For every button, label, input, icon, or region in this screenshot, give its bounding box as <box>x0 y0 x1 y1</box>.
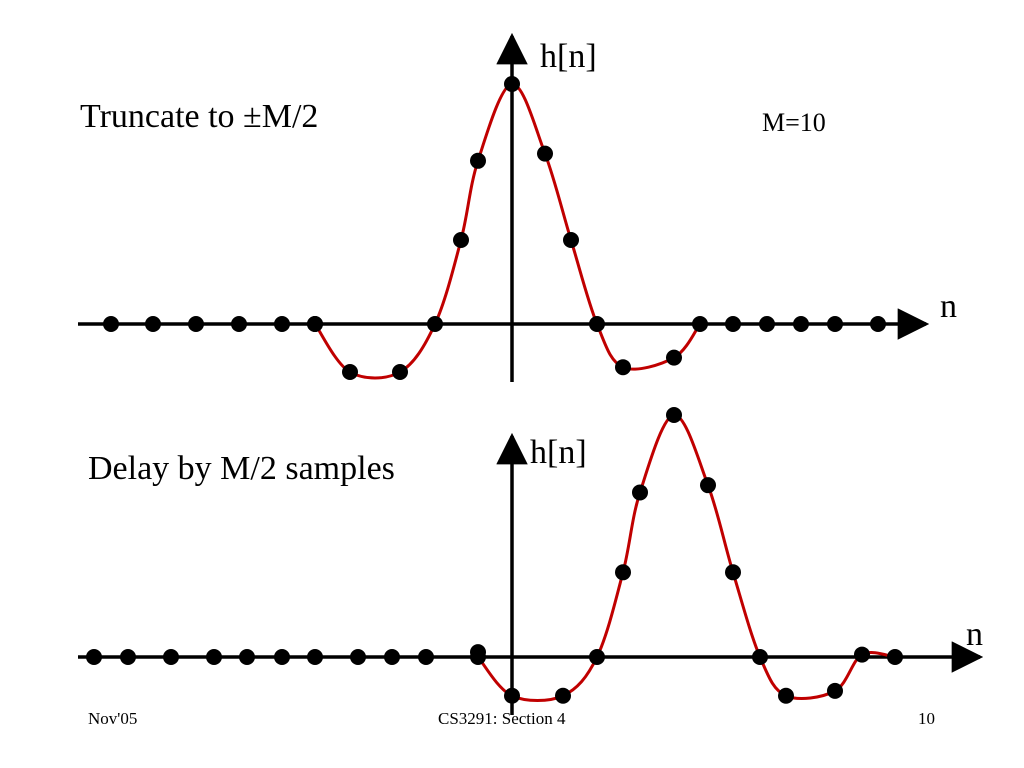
top-sample-point <box>145 316 161 332</box>
top-sample-point <box>793 316 809 332</box>
top-sample-point <box>870 316 886 332</box>
top-sample-point <box>759 316 775 332</box>
bottom-caption: Delay by M/2 samples <box>88 450 395 487</box>
top-sample-point <box>666 349 682 366</box>
top-y-axis-label: h[n] <box>540 38 597 75</box>
bottom-impulse-response-curve <box>476 413 896 703</box>
top-sample-point <box>537 145 553 162</box>
bottom-sample-point <box>778 687 794 704</box>
top-caption: Truncate to ±M/2 <box>80 98 319 135</box>
top-sample-point <box>188 316 204 332</box>
bottom-sample-point <box>887 649 903 665</box>
footer-page-number: 10 <box>918 709 935 728</box>
bottom-y-axis-label: h[n] <box>530 434 587 471</box>
bottom-sample-point <box>615 564 631 581</box>
top-curve <box>313 82 702 380</box>
bottom-sample-point <box>120 649 136 665</box>
top-sample-point <box>589 316 605 332</box>
top-points <box>103 76 886 380</box>
bottom-sample-point <box>350 649 366 665</box>
bottom-sample-point <box>700 477 716 494</box>
bottom-x-axis-label: n <box>966 616 983 653</box>
top-sample-point <box>615 359 631 376</box>
bottom-points <box>86 407 903 704</box>
bottom-sample-point <box>504 687 520 704</box>
bottom-sample-point <box>589 649 605 665</box>
bottom-sample-point <box>725 564 741 581</box>
top-sample-point <box>342 364 358 380</box>
footer-course: CS3291: Section 4 <box>438 709 566 728</box>
top-sample-point <box>504 76 520 92</box>
bottom-sample-point <box>86 649 102 665</box>
top-sample-point <box>470 152 486 169</box>
top-sample-point <box>453 232 469 248</box>
bottom-sample-point <box>239 649 255 665</box>
bottom-sample-point <box>752 649 768 665</box>
bottom-sample-point <box>666 407 682 423</box>
bottom-sample-point <box>555 687 571 704</box>
top-sample-point <box>231 316 247 332</box>
bottom-sample-point <box>632 484 648 501</box>
top-sample-point <box>563 232 579 248</box>
top-sample-point <box>392 364 408 380</box>
top-sample-point <box>103 316 119 332</box>
top-sample-point <box>692 316 708 332</box>
bottom-sample-point <box>384 649 400 665</box>
bottom-sample-point <box>854 646 870 663</box>
bottom-sample-point <box>470 644 486 661</box>
bottom-sample-point <box>307 649 323 665</box>
top-sample-point <box>427 316 443 332</box>
bottom-sample-point <box>274 649 290 665</box>
top-sample-point <box>725 316 741 332</box>
top-sample-point <box>827 316 843 332</box>
bottom-sample-point <box>163 649 179 665</box>
bottom-curve <box>476 413 896 703</box>
bottom-sample-point <box>206 649 222 665</box>
bottom-sample-point <box>418 649 434 665</box>
top-sample-point <box>274 316 290 332</box>
bottom-sample-point <box>827 682 843 699</box>
top-sample-point <box>307 316 323 332</box>
m-parameter-label: M=10 <box>762 108 826 137</box>
footer-date: Nov'05 <box>88 709 138 728</box>
top-impulse-response-curve <box>313 82 702 380</box>
top-x-axis-label: n <box>940 288 957 325</box>
